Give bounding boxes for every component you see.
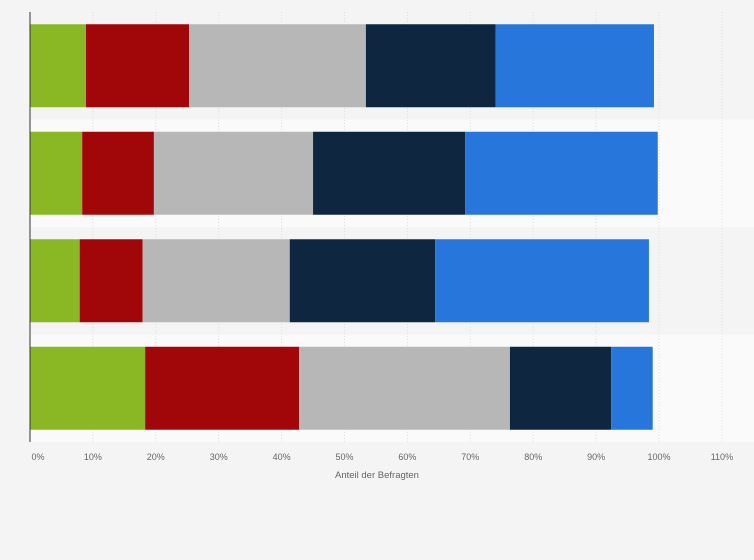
bar-segment — [82, 131, 154, 215]
bar-segment — [365, 24, 496, 108]
bar-segment — [79, 239, 143, 323]
x-tick-labels: 0% 10% 20% 30% 40% 50% 60% 70% 80% 90% 100% 110% — [31, 452, 733, 462]
x-tick-label: 90% — [587, 452, 605, 462]
bar-segment — [313, 131, 466, 215]
x-tick-label: 60% — [398, 452, 416, 462]
x-tick-label: 110% — [711, 452, 733, 462]
bar-segment — [30, 131, 83, 215]
bar-segment — [435, 239, 649, 323]
x-tick-label: 20% — [147, 452, 165, 462]
x-tick-label: 30% — [210, 452, 228, 462]
bar-segment — [30, 346, 146, 430]
x-tick-label: 40% — [273, 452, 291, 462]
x-tick-label: 50% — [335, 452, 353, 462]
bar-segment — [85, 24, 190, 108]
bar-segment — [30, 24, 86, 108]
x-tick-label: 0% — [31, 452, 44, 462]
bar-segment — [142, 239, 290, 323]
x-tick-label: 80% — [524, 452, 542, 462]
bar-segment — [465, 131, 658, 215]
bar-segment — [289, 239, 436, 323]
bar-segment — [611, 346, 653, 430]
bar-segment — [189, 24, 366, 108]
bar-segment — [495, 24, 654, 108]
x-tick-label: 70% — [461, 452, 479, 462]
bars — [30, 24, 658, 430]
x-tick-label: 100% — [647, 452, 670, 462]
x-axis-title: Anteil der Befragten — [335, 470, 419, 481]
bar-segment — [30, 239, 80, 323]
x-tick-label: 10% — [84, 452, 102, 462]
bar-segment — [145, 346, 300, 430]
bar-segment — [299, 346, 510, 430]
bar-segment — [509, 346, 612, 430]
bar-segment — [153, 131, 314, 215]
